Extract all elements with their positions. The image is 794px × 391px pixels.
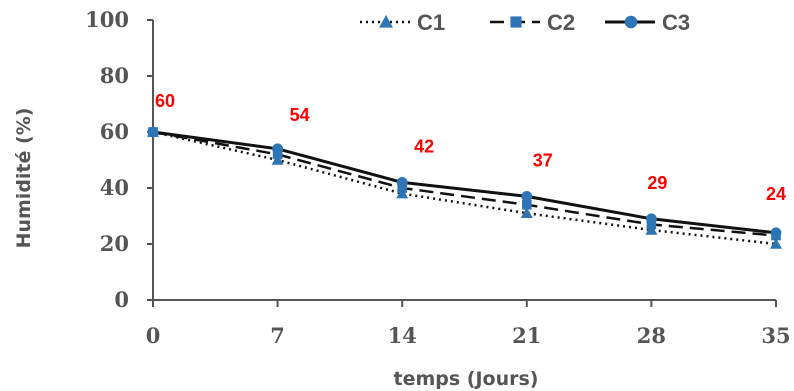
- y-tick-labels: 0 20 40 60 80 100: [85, 7, 153, 312]
- data-labels: 60 54 42 37 29 24: [155, 91, 786, 204]
- data-label: 29: [647, 173, 667, 193]
- legend-label: C3: [662, 10, 690, 35]
- data-point-c2: [522, 200, 532, 210]
- x-tick-label: 14: [388, 323, 417, 348]
- data-point-c2: [272, 149, 283, 160]
- data-label: 54: [290, 105, 310, 125]
- x-tick-label: 28: [637, 323, 666, 348]
- data-label: 60: [155, 91, 175, 111]
- data-label: 24: [766, 184, 786, 204]
- data-point-c3: [272, 143, 283, 155]
- series-group: [147, 126, 782, 249]
- y-tick-label: 80: [100, 63, 129, 88]
- legend-marker: [624, 15, 638, 29]
- legend-label: C1: [417, 10, 445, 35]
- data-point-c1: [520, 207, 533, 218]
- x-axis-title: temps (Jours): [394, 368, 539, 390]
- data-point-c3: [396, 177, 408, 188]
- data-point-c1: [396, 187, 409, 199]
- x-tick-label: 21: [512, 323, 541, 348]
- series-line-c3: [152, 130, 777, 235]
- data-point-c3: [770, 227, 782, 239]
- y-axis-title: Humidité (%): [13, 108, 35, 249]
- data-point-c1: [271, 154, 284, 165]
- series-line-c1: [152, 130, 777, 246]
- data-point-c1: [770, 238, 782, 249]
- legend-label: C2: [547, 10, 575, 35]
- legend-item-c3: C3: [605, 10, 690, 35]
- legend: C1 C2 C3: [360, 10, 690, 35]
- data-label: 42: [414, 136, 434, 156]
- data-point-c1: [645, 224, 658, 235]
- data-point-c2: [646, 219, 657, 230]
- axes: [152, 20, 776, 301]
- y-tick-label: 40: [100, 175, 129, 200]
- x-tick-labels: 0 7 14 21 28 35: [146, 300, 791, 348]
- data-point-c3: [646, 213, 657, 225]
- x-tick-label: 7: [270, 323, 285, 348]
- y-tick-label: 100: [85, 7, 129, 32]
- legend-marker: [510, 16, 522, 28]
- x-tick-label: 0: [146, 323, 161, 348]
- data-point-c2: [397, 183, 407, 193]
- data-point-c3: [521, 191, 533, 202]
- series-line-c2: [152, 130, 777, 237]
- series-c3: [147, 126, 782, 239]
- data-point-c3: [147, 126, 159, 138]
- y-tick-label: 60: [100, 119, 129, 144]
- y-tick-label: 0: [114, 287, 129, 312]
- data-label: 37: [533, 150, 553, 170]
- legend-item-c2: C2: [490, 10, 575, 35]
- y-tick-label: 20: [100, 231, 129, 256]
- legend-item-c1: C1: [360, 10, 445, 35]
- legend-marker: [379, 15, 393, 28]
- x-tick-label: 35: [761, 323, 790, 348]
